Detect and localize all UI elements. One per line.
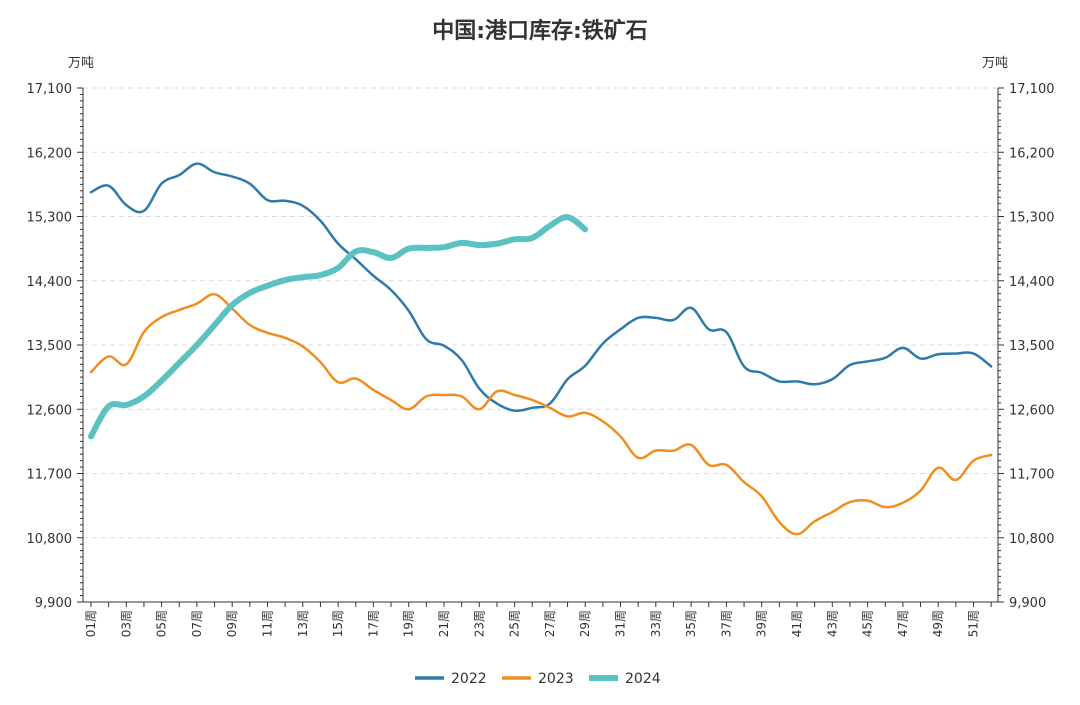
y-axis-right-unit: 万吨 — [982, 56, 1008, 71]
legend-item-2022[interactable]: 2022 — [415, 671, 487, 687]
axes: 9,900 9,900 10,800 10,800 11,700 11,700 12,600… — [27, 82, 1055, 637]
x-tick-label: 29周 — [578, 610, 592, 637]
y-tick-label-right: 14,400 — [1009, 275, 1055, 290]
x-tick-label: 37周 — [719, 610, 733, 637]
y-tick-label-right: 13,500 — [1009, 339, 1055, 354]
x-tick-label: 07周 — [190, 610, 204, 637]
x-tick-label: 35周 — [684, 610, 698, 637]
chart-title: 中国:港口库存:铁矿石 — [432, 18, 648, 44]
x-tick-label: 23周 — [472, 610, 486, 637]
x-tick-label: 45周 — [861, 610, 875, 637]
x-tick-label: 51周 — [967, 610, 981, 637]
legend[interactable]: 2022 2023 2024 — [415, 671, 661, 687]
x-tick-label: 19周 — [402, 610, 416, 637]
x-tick-label: 31周 — [614, 610, 628, 637]
y-tick-label-left: 14,400 — [27, 275, 73, 290]
x-tick-label: 13周 — [296, 610, 310, 637]
x-tick-label: 21周 — [437, 610, 451, 637]
y-tick-label-right: 17,100 — [1009, 82, 1055, 97]
y-tick-label-right: 10,800 — [1009, 532, 1055, 547]
y-tick-label-right: 11,700 — [1009, 468, 1055, 483]
series-line-2022 — [89, 162, 993, 413]
grid-lines — [83, 87, 998, 539]
x-tick-label: 11周 — [261, 610, 275, 637]
y-tick-label-right: 9,900 — [1009, 596, 1046, 611]
legend-item-2024[interactable]: 2024 — [589, 671, 661, 687]
y-tick-label-left: 13,500 — [27, 339, 73, 354]
x-tick-label: 33周 — [649, 610, 663, 637]
y-tick-label-right: 12,600 — [1009, 403, 1055, 418]
y-tick-label-left: 15,300 — [27, 211, 73, 226]
series-lines — [88, 162, 993, 536]
y-tick-label-left: 16,200 — [27, 146, 73, 161]
series-line-2024 — [88, 214, 589, 440]
x-tick-label: 01周 — [84, 610, 98, 637]
y-tick-label-left: 10,800 — [27, 532, 73, 547]
x-tick-label: 39周 — [755, 610, 769, 637]
x-tick-label: 41周 — [790, 610, 804, 637]
series-line-2023 — [89, 293, 993, 536]
y-axis-left-unit: 万吨 — [68, 56, 94, 71]
y-tick-label-left: 11,700 — [27, 468, 73, 483]
x-tick-label: 05周 — [155, 610, 169, 637]
x-tick-label: 43周 — [825, 610, 839, 637]
x-tick-label: 25周 — [508, 610, 522, 637]
legend-label: 2022 — [451, 671, 487, 687]
y-tick-label-left: 12,600 — [27, 403, 73, 418]
x-tick-label: 27周 — [543, 610, 557, 637]
x-tick-label: 03周 — [119, 610, 133, 637]
y-tick-label-left: 17,100 — [27, 82, 73, 97]
legend-item-2023[interactable]: 2023 — [502, 671, 574, 687]
x-tick-label: 09周 — [225, 610, 239, 637]
x-tick-label: 17周 — [366, 610, 380, 637]
legend-label: 2023 — [538, 671, 574, 687]
x-tick-label: 47周 — [896, 610, 910, 637]
legend-label: 2024 — [625, 671, 661, 687]
x-tick-label: 49周 — [931, 610, 945, 637]
y-tick-label-right: 16,200 — [1009, 146, 1055, 161]
x-tick-label: 15周 — [331, 610, 345, 637]
y-tick-label-left: 9,900 — [35, 596, 72, 611]
y-tick-label-right: 15,300 — [1009, 211, 1055, 226]
